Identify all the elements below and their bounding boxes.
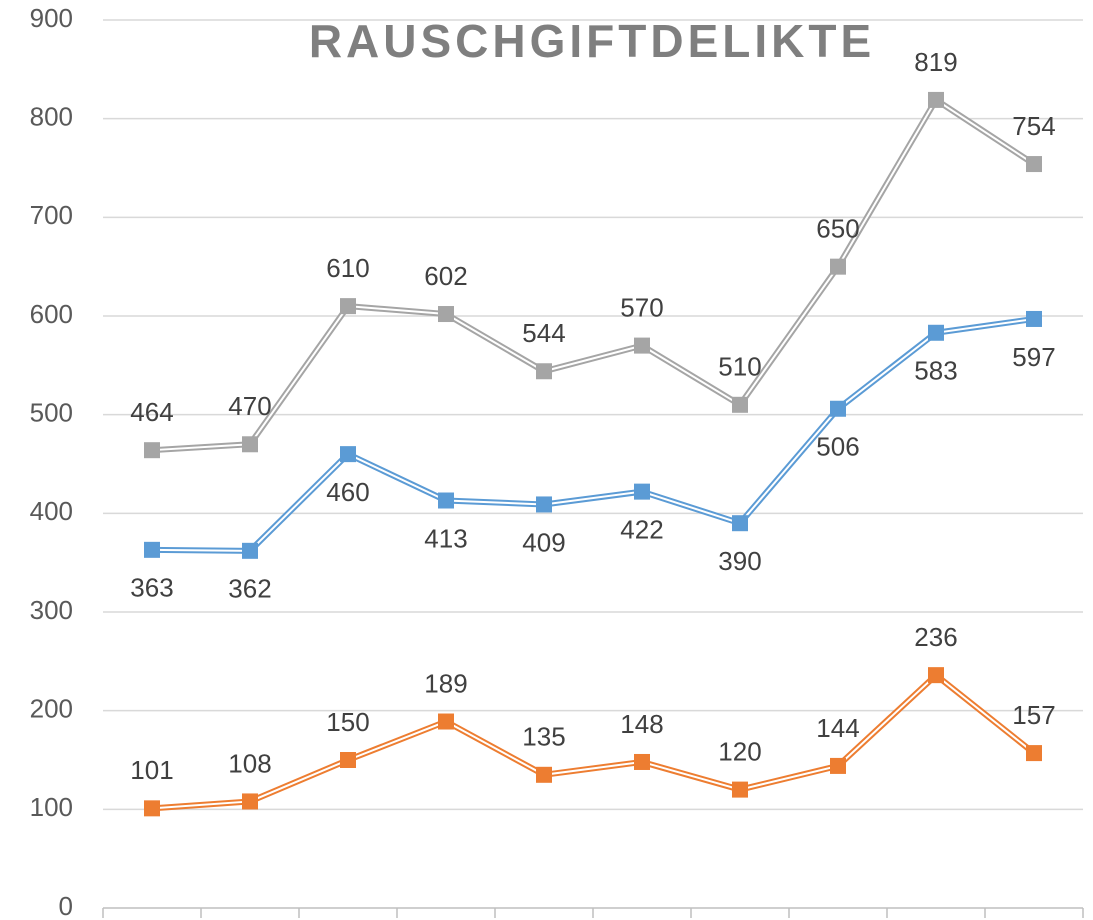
- marker: [242, 542, 258, 559]
- y-tick-label: 300: [30, 595, 73, 625]
- marker: [438, 492, 454, 509]
- marker: [242, 793, 258, 810]
- marker: [830, 757, 846, 774]
- data-label: 819: [914, 47, 957, 77]
- marker: [438, 306, 454, 323]
- data-label: 597: [1012, 342, 1055, 372]
- marker: [144, 442, 160, 459]
- data-label: 409: [522, 527, 565, 557]
- data-label: 236: [914, 622, 957, 652]
- y-tick-label: 600: [30, 299, 73, 329]
- data-label: 390: [718, 546, 761, 576]
- data-label: 148: [620, 709, 663, 739]
- marker: [536, 766, 552, 783]
- data-label: 470: [228, 391, 271, 421]
- data-label: 510: [718, 352, 761, 382]
- chart-title: RAUSCHGIFTDELIKTE: [309, 15, 875, 67]
- y-tick-label: 0: [59, 891, 73, 920]
- marker: [144, 800, 160, 817]
- marker: [1026, 310, 1042, 327]
- marker: [340, 298, 356, 315]
- marker: [634, 483, 650, 500]
- y-tick-label: 400: [30, 496, 73, 526]
- marker: [732, 781, 748, 798]
- marker: [144, 541, 160, 558]
- marker: [732, 396, 748, 413]
- y-tick-label: 800: [30, 102, 73, 132]
- marker: [536, 363, 552, 380]
- data-label: 460: [326, 477, 369, 507]
- data-label: 144: [816, 713, 859, 743]
- data-label: 422: [620, 515, 663, 545]
- data-label: 362: [228, 574, 271, 604]
- marker: [340, 752, 356, 768]
- data-label: 189: [424, 668, 467, 698]
- marker: [830, 258, 846, 275]
- data-label: 754: [1012, 111, 1055, 141]
- data-label: 610: [326, 253, 369, 283]
- marker: [928, 667, 944, 684]
- data-label: 570: [620, 292, 663, 322]
- data-label: 157: [1012, 700, 1055, 730]
- data-label: 583: [914, 356, 957, 386]
- y-tick-label: 100: [30, 792, 73, 822]
- marker: [1026, 745, 1042, 762]
- marker: [536, 496, 552, 513]
- marker: [438, 713, 454, 730]
- y-tick-label: 700: [30, 200, 73, 230]
- marker: [340, 446, 356, 463]
- data-label: 506: [816, 432, 859, 462]
- marker: [242, 436, 258, 453]
- data-label: 150: [326, 707, 369, 737]
- data-label: 363: [130, 573, 173, 603]
- marker: [928, 324, 944, 341]
- series-line-inner: [151, 317, 1035, 552]
- y-tick-label: 200: [30, 694, 73, 724]
- series-line: [151, 671, 1036, 812]
- marker: [830, 400, 846, 417]
- series-line-inner: [151, 98, 1035, 452]
- data-label: 464: [130, 397, 173, 427]
- data-label: 101: [130, 755, 173, 785]
- y-tick-label: 500: [30, 398, 73, 428]
- data-label: 413: [424, 523, 467, 553]
- data-label: 544: [522, 318, 565, 348]
- marker: [928, 91, 944, 108]
- data-label: 135: [522, 722, 565, 752]
- marker: [634, 337, 650, 354]
- y-tick-label: 900: [30, 3, 73, 33]
- data-label: 602: [424, 261, 467, 291]
- data-label: 650: [816, 214, 859, 244]
- series-line-inner: [151, 673, 1035, 810]
- data-label: 120: [718, 736, 761, 766]
- marker: [1026, 156, 1042, 173]
- data-label: 108: [228, 748, 271, 778]
- marker: [732, 515, 748, 532]
- marker: [634, 753, 650, 770]
